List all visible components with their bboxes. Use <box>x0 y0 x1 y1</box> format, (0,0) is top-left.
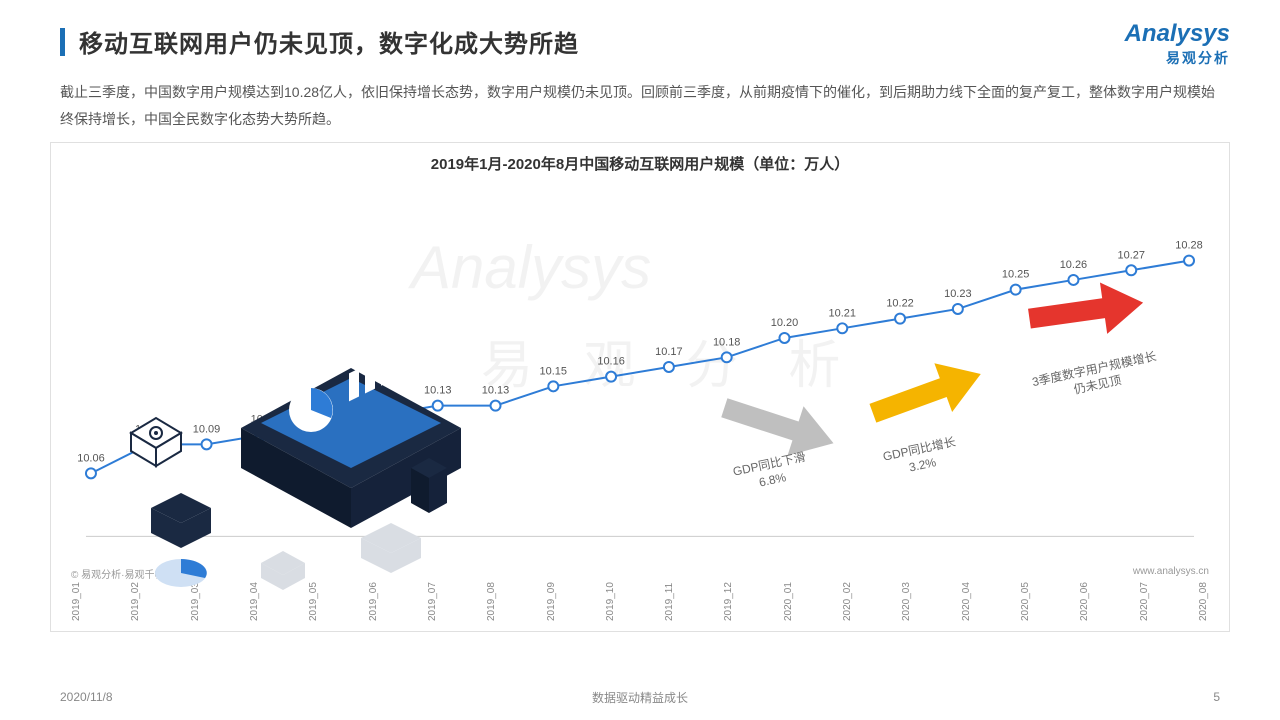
svg-text:10.09: 10.09 <box>193 424 220 436</box>
footer-slogan: 数据驱动精益成长 <box>592 689 688 706</box>
x-axis-tick: 2019_07 <box>427 561 438 621</box>
chart-title: 2019年1月-2020年8月中国移动互联网用户规模（单位：万人） <box>71 153 1209 174</box>
chart-plot: 10.06 10.09 10.09 10.10 10.11 10.12 10.13 10.13… <box>71 182 1209 562</box>
page-footer: 2020/11/8 数据驱动精益成长 5 <box>0 690 1280 704</box>
title-accent <box>60 28 65 56</box>
svg-text:10.21: 10.21 <box>829 308 856 320</box>
footer-date: 2020/11/8 <box>60 690 113 704</box>
page-title: 移动互联网用户仍未见顶，数字化成大势所趋 <box>79 24 579 59</box>
x-axis-tick: 2019_10 <box>605 561 616 621</box>
svg-text:10.25: 10.25 <box>1002 269 1029 281</box>
svg-text:10.18: 10.18 <box>713 337 740 349</box>
x-axis-tick: 2019_09 <box>546 561 557 621</box>
x-axis-tick: 2020_05 <box>1020 561 1031 621</box>
svg-text:10.12: 10.12 <box>366 395 393 407</box>
description-text: 截止三季度，中国数字用户规模达到10.28亿人，依旧保持增长态势，数字用户规模仍… <box>0 71 1280 142</box>
svg-text:10.06: 10.06 <box>77 453 104 465</box>
brand-logo: Analysys 易观分析 <box>1125 20 1230 68</box>
x-axis-tick: 2019_12 <box>723 561 734 621</box>
svg-text:10.28: 10.28 <box>1175 240 1202 252</box>
svg-text:10.20: 10.20 <box>771 317 798 329</box>
svg-text:10.13: 10.13 <box>482 385 509 397</box>
svg-text:10.16: 10.16 <box>597 356 624 368</box>
svg-text:10.22: 10.22 <box>886 298 913 310</box>
x-axis-tick: 2019_02 <box>130 561 141 621</box>
x-axis-tick: 2020_04 <box>961 561 972 621</box>
x-axis-tick: 2020_01 <box>783 561 794 621</box>
x-axis-tick: 2020_03 <box>901 561 912 621</box>
title-bar: 移动互联网用户仍未见顶，数字化成大势所趋 <box>60 24 1220 59</box>
x-axis-tick: 2019_08 <box>486 561 497 621</box>
x-axis-tick: 2020_02 <box>842 561 853 621</box>
chart-container: Analysys 易 观 分 析 2019年1月-2020年8月中国移动互联网用… <box>50 142 1230 632</box>
svg-text:10.15: 10.15 <box>540 366 567 378</box>
svg-text:10.27: 10.27 <box>1118 249 1145 261</box>
x-axis-tick: 2020_08 <box>1198 561 1209 621</box>
svg-text:10.10: 10.10 <box>251 414 278 426</box>
logo-sub: 易观分析 <box>1125 48 1230 68</box>
svg-text:10.17: 10.17 <box>655 346 682 358</box>
x-axis-tick: 2019_05 <box>308 561 319 621</box>
svg-text:10.26: 10.26 <box>1060 259 1087 271</box>
x-axis-tick: 2019_11 <box>664 561 675 621</box>
x-axis-labels: 2019_01 2019_02 2019_03 2019_04 2019_05 2019_… <box>71 561 1209 621</box>
logo-main: Analysys <box>1125 20 1230 48</box>
svg-text:10.09: 10.09 <box>135 424 162 436</box>
header: 移动互联网用户仍未见顶，数字化成大势所趋 Analysys 易观分析 <box>0 0 1280 71</box>
x-axis-tick: 2019_03 <box>190 561 201 621</box>
svg-text:10.23: 10.23 <box>944 288 971 300</box>
footer-page-number: 5 <box>1213 690 1220 704</box>
svg-text:10.11: 10.11 <box>309 404 336 416</box>
x-axis-tick: 2019_04 <box>249 561 260 621</box>
x-axis-tick: 2020_07 <box>1139 561 1150 621</box>
x-axis-tick: 2019_01 <box>71 561 82 621</box>
x-axis-tick: 2020_06 <box>1079 561 1090 621</box>
line-chart-svg: 10.06 10.09 10.09 10.10 10.11 10.12 10.13 10.13… <box>71 182 1209 561</box>
svg-text:10.13: 10.13 <box>424 385 451 397</box>
x-axis-tick: 2019_06 <box>368 561 379 621</box>
